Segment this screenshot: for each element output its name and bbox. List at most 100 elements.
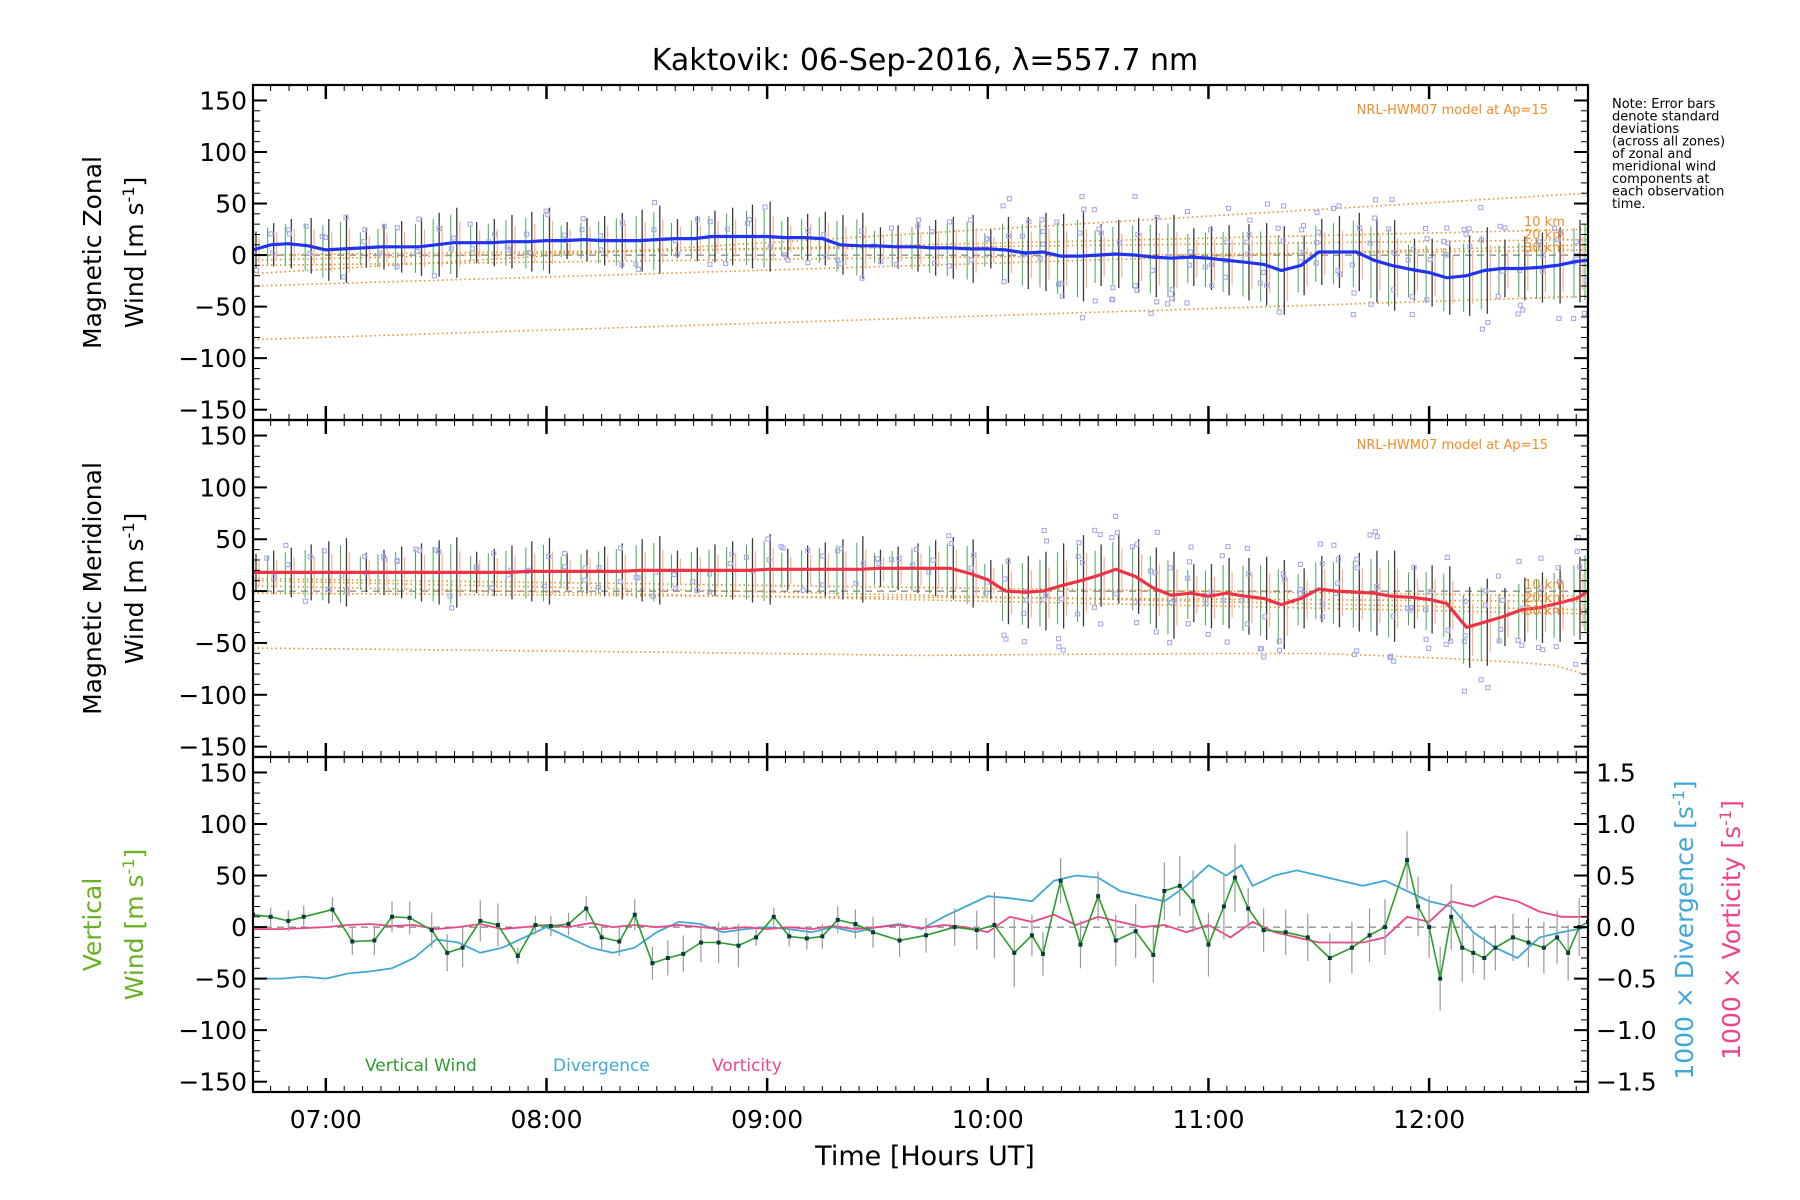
vertical-wind-point	[1471, 950, 1476, 955]
zone-sample	[362, 553, 368, 559]
zone-sample	[1389, 196, 1395, 202]
vertical-wind-point	[330, 907, 335, 912]
model-curve	[253, 592, 1588, 603]
zone-sample	[1372, 215, 1378, 221]
zone-sample	[579, 227, 585, 233]
vertical-wind-point	[584, 906, 589, 911]
zone-sample	[1411, 564, 1417, 570]
vertical-wind-point	[754, 935, 759, 940]
zone-sample	[888, 557, 895, 563]
zone-sample	[1517, 302, 1523, 308]
zone-sample	[491, 550, 497, 556]
zone-sample	[1581, 310, 1587, 316]
zone-sample	[1186, 559, 1193, 565]
zone-sample	[1315, 229, 1321, 235]
zone-sample	[727, 560, 733, 567]
vertical-wind-point	[853, 921, 858, 926]
vertical-wind-point	[1246, 906, 1251, 911]
zone-sample	[1280, 238, 1286, 244]
note-line: (across all zones)	[1612, 135, 1725, 150]
zone-sample	[619, 261, 625, 268]
zone-sample	[690, 579, 696, 585]
zone-sample	[1281, 203, 1287, 209]
zone-sample	[1585, 608, 1588, 614]
vertical-wind-point	[533, 923, 538, 928]
zone-sample	[1186, 262, 1192, 268]
x-tick-label: 08:00	[510, 1105, 582, 1134]
zone-sample	[1152, 570, 1158, 576]
y2-tick-label: 0.0	[1596, 913, 1636, 942]
zone-sample	[1424, 297, 1430, 303]
zone-sample	[1059, 293, 1065, 299]
zone-sample	[1165, 301, 1171, 307]
zonal-wind-line	[253, 234, 1588, 280]
altitude-label: 10 km	[1524, 215, 1565, 230]
y2-tick-label: −1.0	[1596, 1016, 1657, 1045]
vertical-wind-point	[390, 914, 395, 919]
model-label: NRL-HWM07 model at Ap=15	[1357, 438, 1548, 453]
zone-sample	[1113, 513, 1119, 519]
zone-sample	[323, 234, 329, 240]
zone-sample	[671, 571, 677, 578]
altitude-label: 10 km	[1524, 578, 1565, 593]
zone-sample	[1500, 597, 1506, 603]
y-tick-label: 100	[199, 473, 247, 502]
vorticity-axis-title-part: 1000 × Vorticity [s	[1717, 826, 1746, 1060]
zone-sample	[1185, 575, 1191, 581]
zone-sample	[765, 536, 771, 542]
zone-sample	[984, 236, 990, 242]
vertical-wind-point	[566, 921, 571, 926]
zone-sample	[946, 533, 952, 539]
zone-sample	[675, 251, 681, 257]
y-tick-label: 50	[215, 190, 247, 219]
y-tick-label: 150	[199, 758, 247, 787]
zone-sample	[1424, 235, 1430, 242]
zone-sample	[1129, 544, 1135, 550]
zone-sample	[321, 548, 327, 554]
note-line: of zonal and	[1612, 147, 1692, 162]
meridional-wind-line	[253, 566, 1588, 630]
zone-sample	[724, 226, 731, 232]
y-axis-title-part: -1	[119, 186, 138, 202]
zone-sample	[1040, 229, 1046, 235]
zone-sample	[617, 545, 624, 551]
y-tick-label: 50	[215, 525, 247, 554]
vertical-wind-point	[1113, 938, 1118, 943]
plot-area	[253, 513, 1588, 694]
zone-sample	[1244, 239, 1250, 245]
legend-item: Vorticity	[712, 1056, 782, 1076]
zone-sample	[785, 257, 791, 263]
zone-sample	[431, 273, 437, 279]
zone-sample	[1188, 249, 1194, 255]
zone-sample	[694, 587, 700, 594]
zone-sample	[1244, 545, 1250, 551]
zone-sample	[1336, 203, 1342, 209]
zone-sample	[1335, 557, 1341, 563]
note-line: time.	[1612, 197, 1646, 212]
y-tick-label: 0	[231, 241, 247, 270]
zone-sample	[1495, 293, 1501, 299]
zone-sample	[838, 546, 844, 552]
zone-sample	[286, 231, 292, 237]
panel-3: Vertical Wind Divergence Vorticity 1.5 1.0 0.…	[78, 755, 1746, 1097]
vertical-wind-point	[1427, 925, 1432, 930]
zone-sample	[1441, 239, 1447, 245]
vertical-wind-point	[632, 912, 637, 917]
y-tick-label: 100	[199, 810, 247, 839]
zone-sample	[394, 263, 400, 270]
zone-sample	[377, 250, 383, 256]
zone-sample	[543, 208, 549, 214]
zone-sample	[971, 552, 977, 558]
zone-sample	[1539, 268, 1545, 274]
zone-sample	[1097, 532, 1103, 538]
y-axis-title-part: Wind [m s	[120, 874, 149, 1000]
note-line: components at	[1612, 172, 1710, 187]
vertical-wind-point	[1541, 945, 1546, 950]
zone-sample	[598, 247, 604, 253]
vertical-wind-point	[1078, 942, 1083, 947]
zone-sample	[1555, 237, 1561, 243]
zone-sample	[1208, 262, 1214, 268]
vertical-wind-point	[787, 934, 792, 939]
zone-sample	[1516, 558, 1522, 564]
